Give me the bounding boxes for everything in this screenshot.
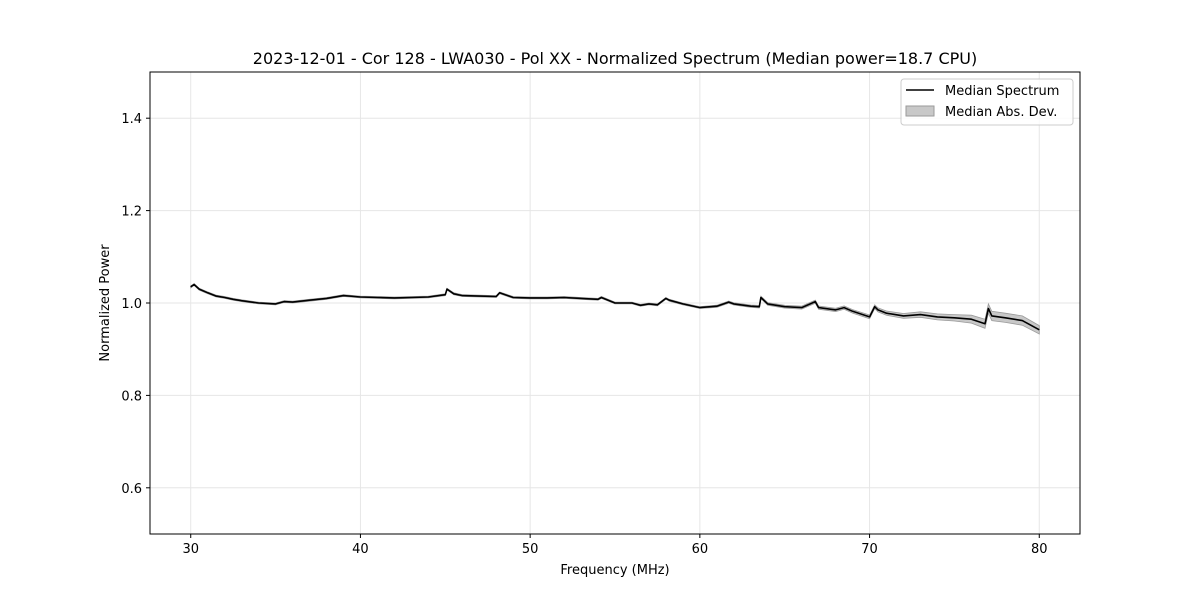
y-tick-label: 1.4 (121, 112, 142, 127)
x-tick-label: 70 (861, 542, 878, 557)
chart-title: 2023-12-01 - Cor 128 - LWA030 - Pol XX -… (253, 49, 977, 68)
legend-median-abs-dev-swatch (905, 105, 935, 117)
y-axis-ticks: 0.6 0.8 1.0 1.2 1.4 (121, 112, 150, 497)
x-axis-label: Frequency (MHz) (560, 563, 669, 578)
legend-box (900, 78, 1074, 126)
y-tick-label: 1.0 (121, 297, 142, 312)
x-tick-label: 80 (1031, 542, 1048, 557)
y-tick-label: 1.2 (121, 205, 142, 220)
x-tick-label: 60 (692, 542, 709, 557)
legend-median-spectrum-label: Median Spectrum (945, 84, 1059, 99)
y-tick-label: 0.8 (121, 389, 142, 404)
x-axis-ticks: 30 40 50 60 70 80 (182, 534, 1048, 557)
y-tick-label: 0.6 (121, 482, 142, 497)
median-spectrum-line-group (190, 283, 1040, 331)
median-abs-dev-band-group (190, 283, 1040, 335)
legend: Median Spectrum Median Abs. Dev. (900, 78, 1074, 126)
median-abs-dev-band (190, 283, 1040, 335)
x-tick-label: 50 (522, 542, 539, 557)
x-tick-label: 30 (182, 542, 199, 557)
x-tick-label: 40 (352, 542, 369, 557)
median-spectrum-line (190, 283, 1040, 331)
y-axis-label: Normalized Power (98, 244, 113, 362)
legend-median-abs-dev-label: Median Abs. Dev. (945, 105, 1057, 120)
